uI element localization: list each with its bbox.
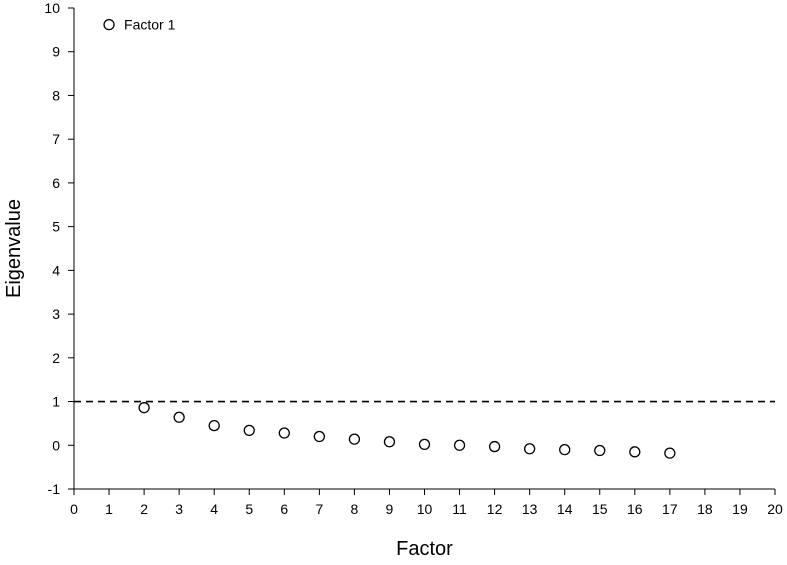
data-point <box>313 430 326 443</box>
x-tick-label: 12 <box>487 501 503 517</box>
y-tick-label: 3 <box>52 306 60 322</box>
x-tick-label: 11 <box>452 501 467 517</box>
x-tick-label: 19 <box>732 501 748 517</box>
x-tick-label: 8 <box>351 501 359 517</box>
x-tick-label: 15 <box>592 501 608 517</box>
y-tick-label: 8 <box>52 87 60 103</box>
x-tick-label: 18 <box>697 501 713 517</box>
x-tick-label: 7 <box>315 501 323 517</box>
data-point <box>664 447 676 459</box>
x-tick-label: 13 <box>522 501 538 517</box>
x-tick-label: 1 <box>105 501 113 517</box>
x-tick-label: 20 <box>767 501 783 517</box>
y-tick-label: 10 <box>44 0 60 16</box>
data-point <box>173 411 185 423</box>
y-axis-ticks: -1 0 1 2 3 4 5 6 7 8 9 10 <box>44 0 74 497</box>
x-tick-label: 14 <box>557 501 573 517</box>
data-point <box>278 427 290 439</box>
y-axis-title: Eigenvalue <box>3 199 25 298</box>
x-tick-label: 6 <box>280 501 288 517</box>
x-tick-label: 16 <box>627 501 643 517</box>
y-tick-label: 5 <box>52 219 60 235</box>
y-tick-label: 1 <box>52 394 60 410</box>
data-point <box>243 424 255 437</box>
x-tick-label: 2 <box>140 501 148 517</box>
y-tick-label: 0 <box>52 437 60 453</box>
data-point <box>418 438 431 451</box>
x-tick-label: 4 <box>210 501 218 517</box>
y-tick-label: 4 <box>52 262 60 278</box>
x-axis-ticks: 0 1 2 3 4 5 6 7 8 9 10 11 12 13 14 15 16 17 18 19 20 <box>70 489 783 517</box>
x-tick-label: 0 <box>70 501 78 517</box>
data-point <box>524 443 536 455</box>
data-points <box>103 18 676 459</box>
y-tick-label: 7 <box>52 131 60 147</box>
x-tick-label: 3 <box>175 501 183 517</box>
data-point <box>103 18 115 31</box>
x-axis-title: Factor <box>396 538 453 560</box>
y-tick-label: 6 <box>52 175 60 191</box>
data-point <box>629 446 641 458</box>
data-point <box>208 419 220 432</box>
x-tick-label: 5 <box>245 501 253 517</box>
data-point <box>383 436 396 448</box>
data-point <box>594 444 606 457</box>
data-point <box>348 433 361 445</box>
factor-1-annotation: Factor 1 <box>124 17 176 33</box>
data-point <box>453 439 466 451</box>
y-tick-label: 2 <box>52 350 60 366</box>
y-tick-label: 9 <box>52 44 60 60</box>
data-point <box>488 440 501 453</box>
x-tick-label: 9 <box>386 501 394 517</box>
x-tick-label: 10 <box>417 501 433 517</box>
data-point <box>559 443 571 456</box>
data-point <box>138 402 150 414</box>
y-tick-label: -1 <box>48 481 61 497</box>
x-tick-label: 17 <box>662 501 678 517</box>
